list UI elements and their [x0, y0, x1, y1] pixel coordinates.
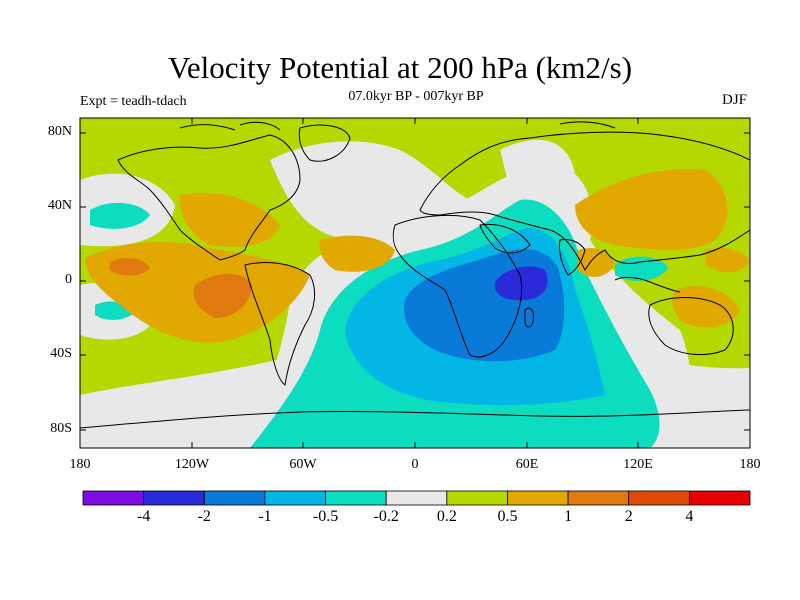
colorbar-box [628, 490, 690, 506]
colorbar-box [203, 490, 266, 506]
region-near-zero-north-atlantic [270, 141, 470, 241]
coastline-antarctica [80, 409, 750, 429]
chart-title: Velocity Potential at 200 hPa (km2/s) [167, 50, 633, 85]
lat-label-80n: 80N [47, 124, 72, 139]
coastline-maritime [614, 276, 681, 293]
colorbar-box [82, 490, 145, 506]
region-weak-negative-maritime [615, 256, 668, 281]
colorbar-box [446, 490, 508, 506]
colorbar-box [264, 490, 326, 506]
axis-ticks [79, 118, 751, 448]
region-positive-north-america [179, 193, 280, 247]
lon-label-120w: 120W [174, 457, 210, 472]
colorbar-box [567, 490, 630, 506]
coastline-greenland [298, 124, 351, 162]
region-positive-west-pacific [705, 248, 750, 273]
region-weak-negative-pacific-north [90, 202, 150, 229]
colorbar-label: 2 [624, 508, 633, 525]
coastline-arctic-islands [179, 121, 616, 131]
lon-label-180w: 180 [69, 457, 91, 472]
region-positive-strong-pacific [110, 258, 150, 276]
colorbar-box [688, 490, 751, 506]
colorbar-box [385, 490, 448, 506]
colorbar-label: -1 [258, 508, 272, 525]
coastline-africa [392, 214, 523, 358]
lat-label-40n: 40N [47, 198, 72, 213]
coastline-north-america [117, 134, 301, 261]
lon-label-60e: 60E [515, 457, 539, 472]
region-positive-strong [193, 273, 252, 318]
colorbar-box [143, 490, 205, 506]
region-positive-atlantic [319, 235, 395, 272]
lon-label-180e: 180 [739, 457, 761, 472]
lat-label-0: 0 [65, 272, 72, 287]
colorbar-box [507, 490, 569, 506]
region-positive-australia [672, 286, 740, 328]
lon-label-120e: 120E [623, 457, 653, 472]
colorbar-label: 1 [564, 508, 573, 525]
lon-label-0: 0 [411, 457, 419, 472]
coastline-south-america [244, 261, 316, 386]
season-label: DJF [722, 92, 748, 108]
colorbar-label: -0.2 [373, 508, 399, 525]
coastline-madagascar [524, 307, 534, 328]
colorbar [82, 490, 751, 506]
lat-label-40s: 40S [50, 346, 72, 361]
colorbar-label: -2 [197, 508, 211, 525]
colorbar-label: 4 [685, 508, 694, 525]
colorbar-label: -4 [136, 508, 151, 525]
coastline-india [559, 239, 586, 276]
experiment-label: Expt = teadh-tdach [80, 94, 187, 109]
colorbar-label: 0.2 [436, 508, 457, 525]
lat-label-80s: 80S [50, 421, 72, 436]
coastline-australia [648, 297, 734, 355]
contour-field [80, 118, 750, 448]
colorbar-box [325, 490, 387, 506]
colorbar-label: -0.5 [312, 508, 339, 525]
chart-subtitle: 07.0kyr BP - 007kyr BP [348, 89, 484, 104]
coastline-eurasia [419, 131, 750, 272]
region-positive-bay-of-bengal [578, 248, 615, 277]
lon-label-60w: 60W [289, 457, 317, 472]
coastlines [80, 121, 750, 429]
region-near-zero-europe [500, 139, 575, 199]
region-positive-asia [575, 169, 728, 250]
colorbar-label: 0.5 [497, 508, 518, 525]
coastline-arabia [479, 223, 531, 254]
